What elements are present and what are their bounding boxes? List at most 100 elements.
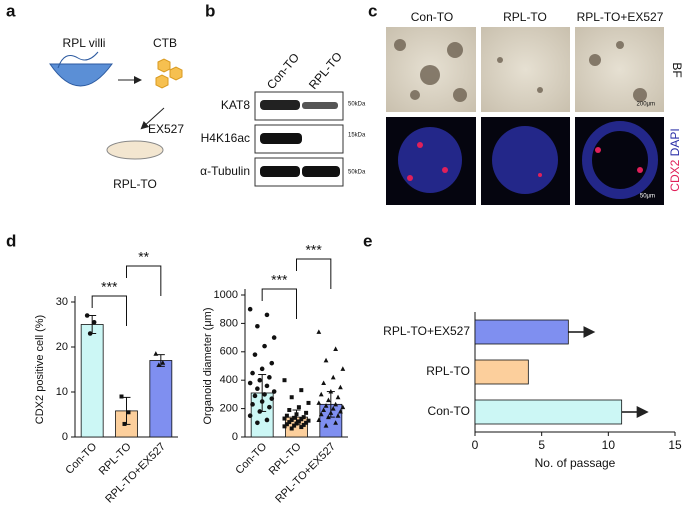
data-point — [304, 420, 309, 425]
significance-label: *** — [271, 272, 288, 288]
data-point — [318, 411, 324, 417]
data-point — [299, 425, 304, 430]
lane-label: RPL-TO — [306, 49, 345, 92]
data-point — [340, 404, 346, 410]
data-point — [338, 384, 343, 390]
data-point — [296, 405, 301, 410]
data-point — [292, 423, 297, 428]
significance-bracket — [296, 258, 332, 289]
data-point — [304, 410, 309, 415]
x-tick-label: Con-TO — [233, 440, 269, 476]
data-point — [250, 402, 255, 407]
band — [260, 166, 300, 177]
x-tick-label: 10 — [602, 438, 616, 452]
scale-bar-label: 200μm — [637, 102, 655, 108]
arrow — [140, 107, 165, 130]
size-label: 50kDa — [348, 102, 366, 108]
x-tick-label: 0 — [472, 438, 479, 452]
data-point — [289, 417, 294, 422]
data-point — [255, 323, 260, 329]
x-tick-label: RPL-TO+EX527 — [273, 441, 338, 506]
y-tick-label: 600 — [220, 346, 238, 358]
nuclei — [398, 121, 658, 199]
data-point — [330, 406, 336, 411]
schematic: RPL villi CTB EX527 RPL-TO — [49, 36, 184, 191]
data-point — [119, 394, 124, 399]
data-point — [282, 378, 287, 383]
data-point — [267, 404, 272, 410]
data-point — [264, 383, 270, 389]
western-blot: Con-TO RPL-TO KAT8 H4K16ac α-Tubulin 50k… — [200, 49, 366, 187]
column-label: RPL-TO — [503, 10, 547, 24]
y-tick-label: RPL-TO+EX527 — [383, 324, 470, 338]
data-point — [250, 370, 255, 376]
protein-label: α-Tubulin — [200, 164, 250, 178]
data-point — [267, 375, 272, 380]
dish-icon — [106, 140, 164, 160]
data-point — [321, 380, 327, 386]
x-tick-label: Con-TO — [63, 440, 99, 476]
data-point — [323, 357, 329, 363]
data-point — [335, 394, 341, 400]
y-tick-label: 800 — [220, 317, 238, 329]
data-point — [257, 377, 263, 383]
y-tick-label: Con-TO — [428, 404, 470, 418]
bar — [80, 324, 104, 438]
data-point — [299, 388, 304, 393]
data-point — [306, 400, 311, 405]
data-point — [247, 380, 253, 386]
data-point — [333, 401, 339, 407]
row-label: BF — [670, 62, 684, 77]
significance-label: ** — [138, 249, 149, 265]
y-tick-label: 0 — [62, 431, 68, 443]
data-point — [255, 420, 260, 426]
significance-bracket — [261, 288, 297, 319]
data-point — [287, 408, 292, 413]
data-point — [91, 319, 97, 325]
data-point — [292, 415, 297, 420]
y-tick-label: 400 — [220, 374, 238, 386]
villi-icon — [57, 51, 99, 69]
data-point — [289, 395, 294, 400]
bar — [474, 359, 529, 385]
data-point — [282, 416, 287, 421]
significance-label: *** — [101, 279, 118, 295]
y-tick-label: 0 — [232, 431, 238, 443]
data-point — [269, 396, 275, 401]
size-label: 50kDa — [348, 170, 366, 176]
y-tick-label: 200 — [220, 403, 238, 415]
data-point — [271, 335, 277, 340]
data-point — [247, 306, 253, 312]
data-point — [335, 413, 341, 418]
scale-bar-label: 50μm — [640, 194, 655, 200]
y-tick-label: RPL-TO — [426, 364, 470, 378]
bar — [474, 319, 569, 345]
column-label: RPL-TO+EX527 — [577, 10, 664, 24]
protein-label: KAT8 — [221, 98, 250, 112]
x-tick-label: 5 — [538, 438, 545, 452]
y-axis-label: Organoid diameter (μm) — [202, 308, 214, 425]
data-point — [316, 329, 322, 334]
data-point — [306, 418, 311, 423]
panel-label: a — [6, 1, 16, 20]
data-point — [338, 408, 343, 414]
band — [302, 166, 340, 177]
x-tick-label: 15 — [668, 438, 682, 452]
data-point — [284, 422, 289, 427]
band — [302, 102, 338, 109]
data-point — [126, 410, 131, 415]
data-point — [287, 420, 292, 425]
data-point — [259, 366, 265, 372]
data-point — [255, 386, 260, 392]
label: RPL-TO — [113, 177, 157, 191]
row-label: CDX2 DAPI — [668, 128, 682, 191]
data-point — [316, 417, 322, 422]
significance-bracket — [126, 265, 162, 296]
data-point — [269, 360, 275, 366]
y-tick-label: 10 — [56, 386, 68, 398]
data-point — [252, 352, 258, 357]
image — [481, 27, 570, 112]
protein-label: H4K16ac — [201, 131, 250, 145]
data-point — [262, 392, 267, 397]
